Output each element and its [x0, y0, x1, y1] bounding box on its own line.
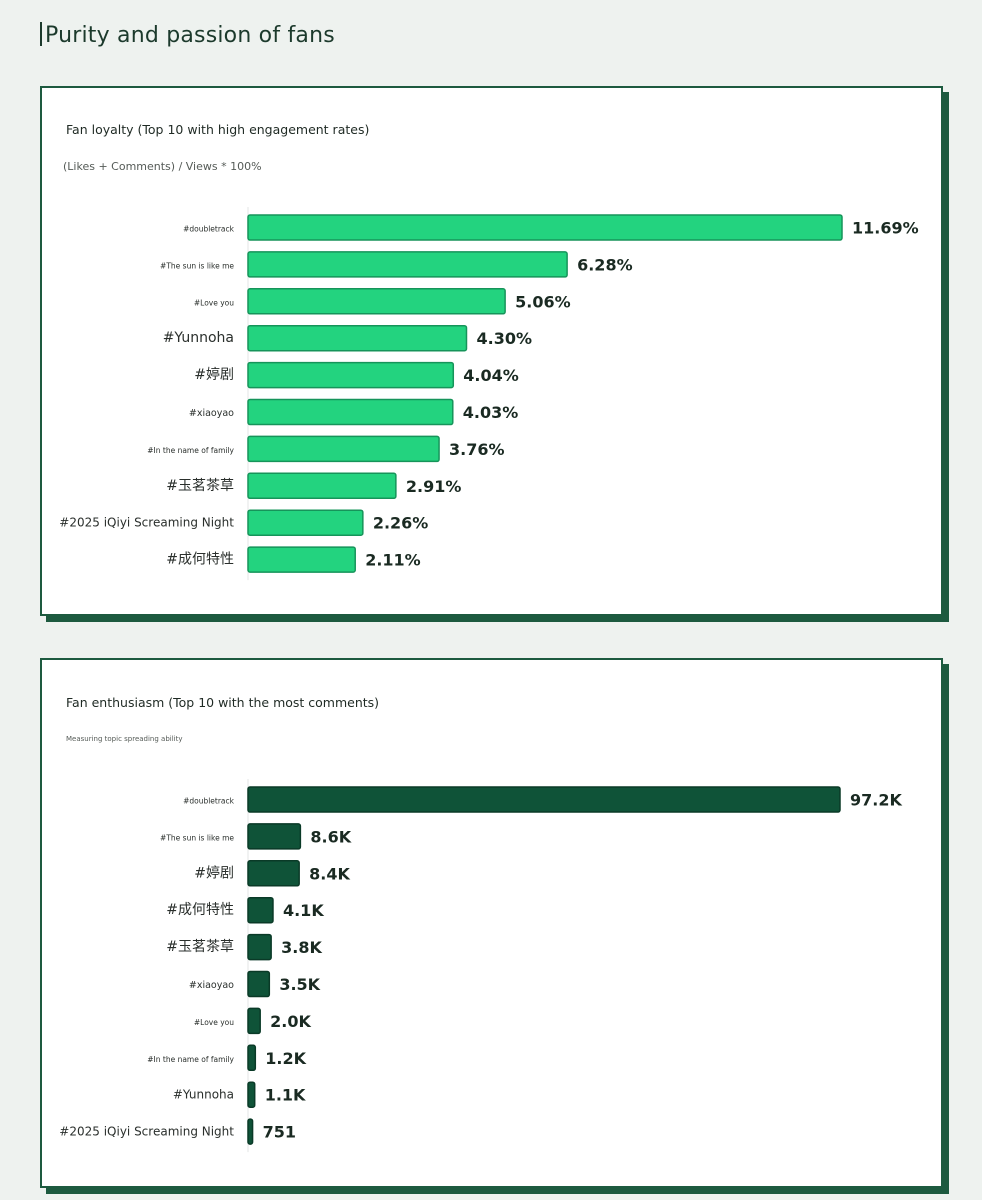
page-title-text: Purity and passion of fans	[45, 23, 335, 48]
category-label: #2025 iQiyi Screaming Night	[59, 516, 234, 530]
category-label: #婷剧	[194, 367, 234, 383]
value-label: 4.04%	[463, 366, 519, 385]
bar	[247, 288, 506, 315]
bar	[247, 1044, 257, 1072]
category-label: #2025 iQiyi Screaming Night	[59, 1125, 234, 1139]
value-label: 8.4K	[309, 864, 350, 883]
category-label: #doubletrack	[183, 225, 235, 234]
bar	[247, 933, 272, 961]
category-label: #doubletrack	[183, 797, 235, 806]
bar	[247, 251, 568, 278]
fan-loyalty-card: Fan loyalty (Top 10 with high engagement…	[40, 86, 943, 616]
fan-loyalty-title: Fan loyalty (Top 10 with high engagement…	[66, 122, 370, 137]
fan-enthusiasm-chart: #doubletrack 97.2K #The sun is like me 8.6K…	[59, 779, 902, 1153]
bar	[247, 1118, 254, 1145]
value-label: 4.1K	[283, 901, 324, 920]
fan-loyalty-chart: #doubletrack 11.69% #The sun is like me 6.2…	[59, 207, 919, 581]
category-label: #玉茗茶草	[166, 478, 234, 494]
value-label: 3.8K	[281, 938, 322, 957]
category-label: #Yunnoha	[173, 1088, 234, 1102]
category-label: #成何特性	[166, 552, 234, 568]
bar	[247, 1007, 261, 1035]
value-label: 2.91%	[406, 477, 462, 496]
fan-enthusiasm-subtitle: Measuring topic spreading ability	[66, 735, 183, 743]
value-label: 4.03%	[463, 403, 519, 422]
value-label: 6.28%	[577, 255, 633, 274]
value-label: 8.6K	[310, 827, 351, 846]
value-label: 3.76%	[449, 440, 505, 459]
value-label: 11.69%	[852, 219, 919, 238]
category-label: #In the name of family	[147, 446, 234, 455]
bar	[247, 970, 271, 998]
category-label: #Yunnoha	[163, 330, 234, 346]
category-label: #Love you	[194, 298, 234, 307]
bar	[247, 435, 440, 463]
bar	[247, 896, 274, 924]
category-label: #xiaoyao	[189, 408, 234, 419]
category-label: #成何特性	[166, 902, 234, 918]
bar	[247, 509, 364, 536]
value-label: 751	[263, 1123, 296, 1142]
value-label: 5.06%	[515, 292, 571, 311]
value-label: 2.0K	[270, 1012, 311, 1031]
fan-loyalty-subtitle: (Likes + Comments) / Views * 100%	[63, 160, 262, 173]
category-label: #玉茗茶草	[166, 939, 234, 955]
bar	[247, 823, 302, 850]
bar	[247, 1081, 256, 1108]
bar	[247, 546, 356, 573]
category-label: #婷剧	[194, 865, 234, 881]
bar	[247, 214, 843, 241]
value-label: 2.26%	[373, 514, 429, 533]
bar	[247, 472, 397, 500]
value-label: 97.2K	[850, 791, 902, 810]
value-label: 3.5K	[279, 975, 320, 994]
bar	[247, 860, 300, 887]
category-label: #In the name of family	[147, 1055, 234, 1064]
value-label: 1.1K	[265, 1086, 306, 1105]
category-label: #The sun is like me	[160, 833, 234, 842]
category-label: #xiaoyao	[189, 980, 234, 991]
bar	[247, 786, 841, 813]
bar	[247, 324, 468, 352]
page-title: Purity and passion of fans	[40, 22, 335, 48]
value-label: 1.2K	[265, 1049, 306, 1068]
value-label: 4.30%	[476, 329, 532, 348]
fan-enthusiasm-title: Fan enthusiasm (Top 10 with the most com…	[66, 695, 380, 710]
value-label: 2.11%	[365, 551, 421, 570]
title-accent-bar	[40, 22, 42, 46]
category-label: #The sun is like me	[160, 261, 234, 270]
bar	[247, 361, 455, 389]
category-label: #Love you	[194, 1018, 234, 1027]
fan-enthusiasm-card: Fan enthusiasm (Top 10 with the most com…	[40, 658, 943, 1188]
bar	[247, 398, 454, 426]
